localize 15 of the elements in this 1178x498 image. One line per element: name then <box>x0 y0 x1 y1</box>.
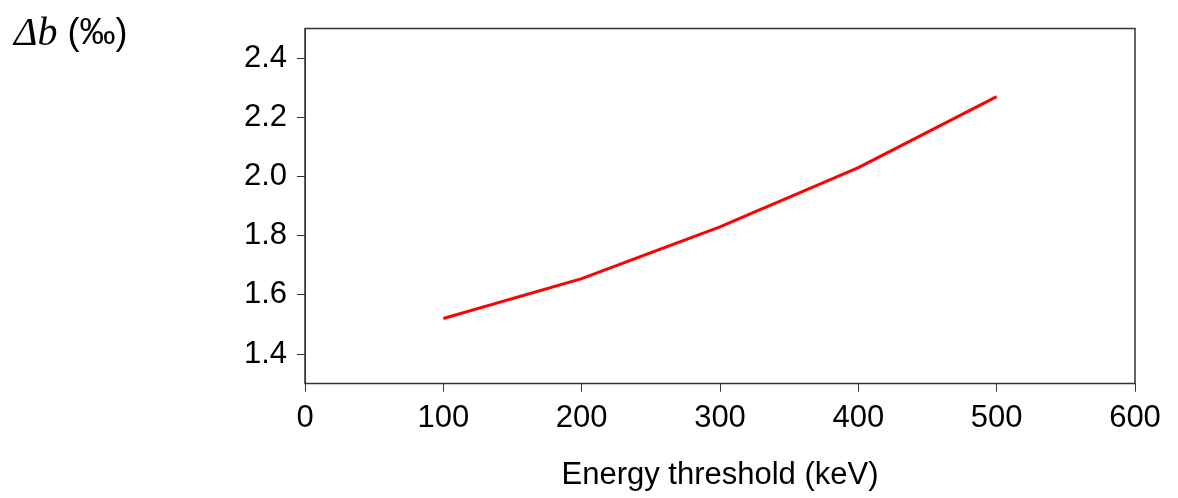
y-tick-label: 1.4 <box>243 334 287 370</box>
x-tick-label: 600 <box>1109 398 1161 434</box>
y-tick-label: 2.2 <box>243 97 287 133</box>
x-tick-label: 200 <box>555 398 608 434</box>
x-tick-label: 300 <box>694 398 746 434</box>
x-tick-label: 100 <box>417 398 470 434</box>
y-tick-label: 2.0 <box>243 157 287 193</box>
x-axis-title: Energy threshold (keV) <box>561 455 879 491</box>
y-tick-label: 1.6 <box>243 275 287 311</box>
x-tick-label: 400 <box>832 398 885 434</box>
x-tick-label: 500 <box>970 398 1023 434</box>
y-tick-label: 2.4 <box>243 38 287 74</box>
y-axis-title: Δb (‰) <box>12 8 128 54</box>
x-tick-label: 0 <box>296 398 314 434</box>
y-tick-label: 1.8 <box>243 216 287 252</box>
